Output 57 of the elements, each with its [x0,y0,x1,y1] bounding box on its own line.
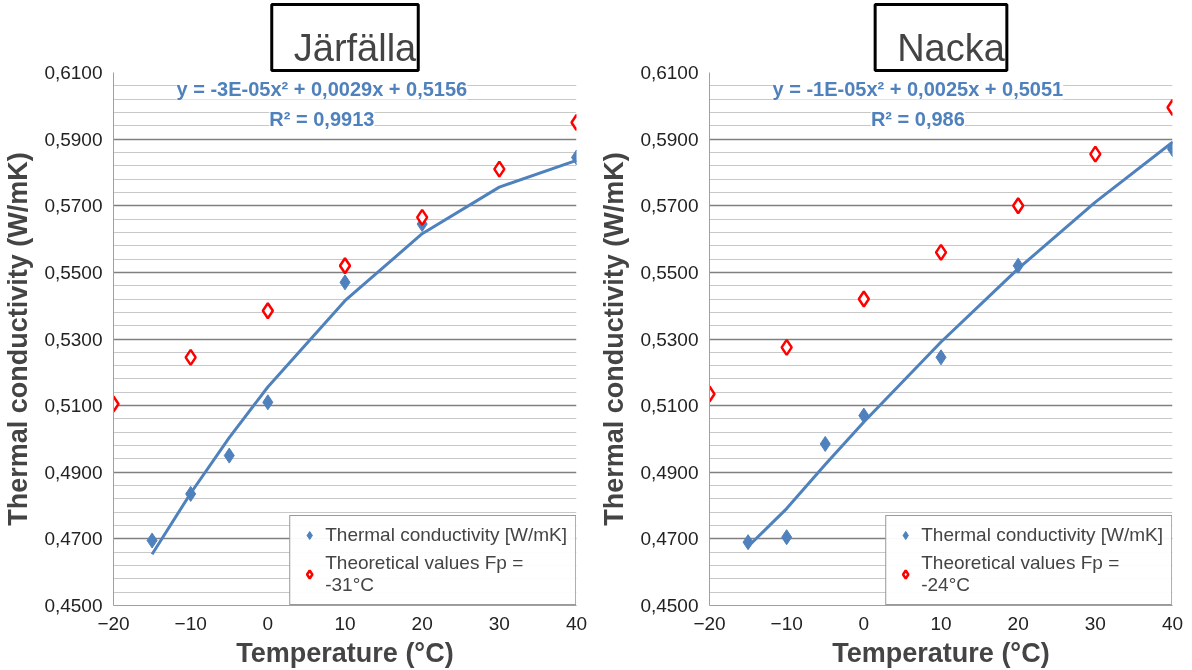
x-tick-label: 40 [565,612,588,634]
x-axis-title: Temperature (°C) [236,637,454,668]
y-tick-label: 0,5500 [640,261,699,283]
y-tick-label: 0,4900 [640,461,699,483]
y-tick-label: 0,5500 [44,261,103,283]
point [339,274,351,291]
y-axis-title: Thermal conductivity (W/mK) [3,152,34,526]
x-tick-label: 30 [1084,612,1106,634]
point [819,435,831,452]
x-tick-label: 20 [1007,612,1029,634]
annotation: R² = 0,9913 [269,107,375,130]
y-tick-label: 0,5100 [44,395,103,417]
legend-label: Thermal conductivity [W/mK] [325,524,567,546]
x-tick-label: 10 [334,612,356,634]
x-tick-label: 0 [858,612,870,634]
point [261,301,275,320]
y-tick-label: 0,5300 [640,328,699,350]
y-tick-label: 0,4900 [44,461,103,483]
point [262,394,274,411]
y-tick-label: 0,5900 [44,128,103,150]
point [223,447,235,464]
y-tick-label: 0,6100 [640,62,699,83]
y-tick-label: 0,5700 [44,195,103,217]
y-axis-title: Thermal conductivity (W/mK) [599,152,630,526]
annotation: R² = 0,986 [870,107,965,130]
x-tick-label: −10 [174,612,207,634]
x-tick-label: −10 [770,612,803,634]
legend-label: Thermal conductivity [W/mK] [921,524,1163,546]
point [493,160,506,178]
x-tick-label: 40 [1161,612,1184,634]
y-tick-label: 0,5300 [44,328,103,350]
point [781,529,793,546]
point [1089,145,1102,163]
point [146,532,158,549]
annotation: y = -1E-05x² + 0,0025x + 0,5051 [772,77,1064,100]
legend-label: Theoretical values Fp = -31°C [325,552,524,596]
chart-title: Järfälla [293,26,418,69]
y-tick-label: 0,4700 [640,528,699,550]
point [934,243,948,262]
x-tick-label: 10 [930,612,952,634]
point [935,349,947,366]
point [415,208,429,227]
annotation: y = -3E-05x² + 0,0029x + 0,5156 [176,77,468,100]
point [1011,197,1025,215]
y-tick-label: 0,5700 [640,195,699,217]
x-axis-title: Temperature (°C) [832,637,1050,668]
x-tick-label: 20 [411,612,433,634]
y-tick-label: 0,5100 [640,395,699,417]
point [338,256,352,275]
y-tick-label: 0,6100 [44,62,103,83]
y-tick-label: 0,4700 [44,528,103,550]
point [857,290,871,308]
chart-title: Nacka [897,26,1006,69]
x-tick-label: 0 [262,612,274,634]
x-tick-label: 30 [488,612,510,634]
legend-label: Theoretical values Fp = -24°C [921,552,1120,596]
y-tick-label: 0,5900 [640,128,699,150]
